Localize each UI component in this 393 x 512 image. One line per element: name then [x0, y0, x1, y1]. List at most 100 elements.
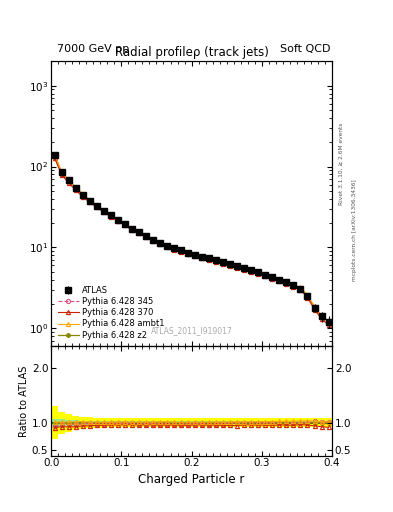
Pythia 6.428 370 [80, 194, 85, 200]
Pythia 6.428 ambt1 [221, 259, 226, 265]
Pythia 6.428 ambt1 [87, 197, 92, 203]
Pythia 6.428 ambt1 [305, 292, 310, 298]
Pythia 6.428 370 [123, 222, 127, 228]
Pythia 6.428 z2 [270, 274, 275, 280]
Line: Pythia 6.428 345: Pythia 6.428 345 [53, 155, 331, 324]
Title: Radial profileρ (track jets): Radial profileρ (track jets) [115, 46, 268, 59]
Pythia 6.428 z2 [319, 313, 324, 319]
Pythia 6.428 370 [101, 209, 106, 216]
Pythia 6.428 370 [193, 253, 197, 259]
Pythia 6.428 ambt1 [291, 281, 296, 287]
Pythia 6.428 370 [207, 257, 211, 263]
Pythia 6.428 z2 [116, 217, 120, 223]
Pythia 6.428 345 [305, 293, 310, 299]
Pythia 6.428 z2 [291, 282, 296, 288]
Pythia 6.428 370 [228, 263, 233, 269]
Pythia 6.428 370 [151, 238, 155, 244]
Pythia 6.428 345 [291, 282, 296, 288]
Pythia 6.428 ambt1 [116, 216, 120, 222]
Pythia 6.428 z2 [94, 202, 99, 208]
Pythia 6.428 z2 [228, 261, 233, 267]
Pythia 6.428 370 [298, 287, 303, 293]
Pythia 6.428 345 [242, 265, 247, 271]
Pythia 6.428 345 [228, 261, 233, 267]
Pythia 6.428 ambt1 [66, 177, 71, 183]
Pythia 6.428 370 [277, 278, 282, 284]
Pythia 6.428 345 [214, 258, 219, 264]
Pythia 6.428 345 [80, 193, 85, 199]
Pythia 6.428 370 [319, 316, 324, 322]
Text: 7000 GeV pp: 7000 GeV pp [57, 44, 129, 54]
Pythia 6.428 345 [101, 208, 106, 215]
Pythia 6.428 z2 [123, 221, 127, 227]
Pythia 6.428 370 [186, 251, 191, 258]
Pythia 6.428 z2 [101, 207, 106, 214]
Pythia 6.428 ambt1 [73, 184, 78, 190]
Pythia 6.428 z2 [284, 279, 289, 285]
Pythia 6.428 345 [130, 226, 134, 232]
Pythia 6.428 ambt1 [200, 253, 204, 259]
Text: Soft QCD: Soft QCD [280, 44, 330, 54]
Pythia 6.428 z2 [158, 240, 162, 246]
Pythia 6.428 345 [116, 217, 120, 223]
Pythia 6.428 z2 [108, 212, 113, 218]
Pythia 6.428 370 [143, 234, 148, 240]
Pythia 6.428 345 [108, 212, 113, 219]
Pythia 6.428 ambt1 [284, 279, 289, 285]
Pythia 6.428 z2 [66, 178, 71, 184]
Pythia 6.428 ambt1 [172, 245, 176, 251]
Pythia 6.428 z2 [151, 237, 155, 243]
Pythia 6.428 ambt1 [123, 220, 127, 226]
Pythia 6.428 ambt1 [298, 284, 303, 290]
Pythia 6.428 ambt1 [214, 257, 219, 263]
Pythia 6.428 z2 [59, 169, 64, 176]
Pythia 6.428 z2 [242, 265, 247, 271]
Pythia 6.428 345 [263, 271, 268, 278]
Pythia 6.428 370 [249, 269, 253, 275]
Pythia 6.428 z2 [207, 255, 211, 262]
Pythia 6.428 345 [249, 267, 253, 273]
Pythia 6.428 z2 [172, 245, 176, 251]
Pythia 6.428 ambt1 [235, 262, 240, 268]
Pythia 6.428 345 [73, 186, 78, 192]
Pythia 6.428 370 [326, 322, 331, 328]
Pythia 6.428 ambt1 [319, 313, 324, 319]
Pythia 6.428 345 [66, 178, 71, 184]
Pythia 6.428 345 [284, 279, 289, 285]
Pythia 6.428 370 [158, 241, 162, 247]
Text: mcplots.cern.ch [arXiv:1306.3436]: mcplots.cern.ch [arXiv:1306.3436] [352, 180, 357, 281]
Pythia 6.428 ambt1 [108, 212, 113, 218]
Pythia 6.428 ambt1 [52, 151, 57, 157]
Pythia 6.428 345 [270, 274, 275, 280]
Pythia 6.428 345 [143, 233, 148, 239]
Pythia 6.428 ambt1 [249, 267, 253, 273]
Pythia 6.428 z2 [221, 259, 226, 265]
Pythia 6.428 345 [312, 304, 317, 310]
Pythia 6.428 ambt1 [263, 271, 268, 277]
Pythia 6.428 370 [263, 273, 268, 280]
Pythia 6.428 ambt1 [101, 207, 106, 214]
Pythia 6.428 370 [200, 255, 204, 261]
Pythia 6.428 370 [305, 294, 310, 301]
Pythia 6.428 370 [242, 267, 247, 273]
Pythia 6.428 370 [312, 307, 317, 313]
Pythia 6.428 370 [165, 244, 169, 250]
Pythia 6.428 345 [319, 313, 324, 319]
Pythia 6.428 ambt1 [207, 255, 211, 261]
Pythia 6.428 345 [256, 269, 261, 275]
Pythia 6.428 ambt1 [228, 261, 233, 267]
Pythia 6.428 370 [73, 187, 78, 194]
Pythia 6.428 ambt1 [80, 191, 85, 197]
Pythia 6.428 345 [172, 246, 176, 252]
Pythia 6.428 370 [59, 172, 64, 178]
Pythia 6.428 z2 [80, 191, 85, 198]
Pythia 6.428 ambt1 [312, 304, 317, 310]
Y-axis label: Ratio to ATLAS: Ratio to ATLAS [19, 365, 29, 437]
Pythia 6.428 345 [136, 229, 141, 236]
Pythia 6.428 345 [123, 221, 127, 227]
Pythia 6.428 z2 [312, 305, 317, 311]
Pythia 6.428 370 [52, 155, 57, 161]
Pythia 6.428 ambt1 [186, 249, 191, 255]
Pythia 6.428 ambt1 [94, 202, 99, 208]
Pythia 6.428 ambt1 [143, 232, 148, 238]
